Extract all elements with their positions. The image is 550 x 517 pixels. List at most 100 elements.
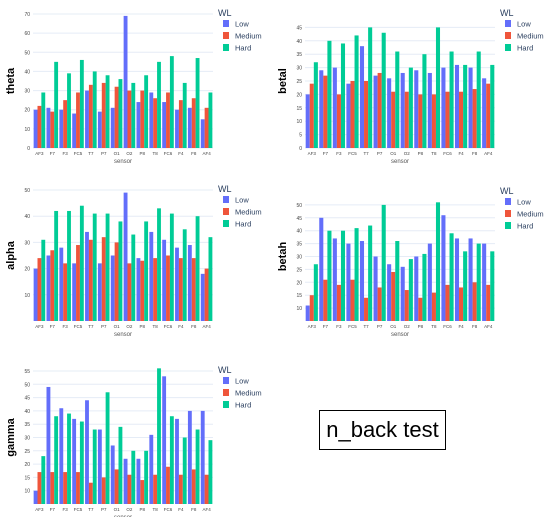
bar-low-F4 — [175, 109, 179, 148]
bar-medium-T8 — [431, 94, 436, 148]
bar-medium-O2 — [127, 90, 132, 148]
y-tick-label: 30 — [296, 66, 302, 72]
y-tick-label: 20 — [296, 92, 302, 98]
bar-medium-F4 — [178, 258, 183, 321]
bar-low-O2 — [400, 266, 405, 321]
bar-medium-O1 — [114, 242, 119, 321]
legend-title: WL — [500, 186, 514, 196]
x-tick-label: F8 — [191, 507, 197, 512]
bar-low-F3 — [59, 408, 64, 504]
bar-medium-T8 — [431, 292, 436, 321]
bar-hard-F4 — [182, 229, 187, 321]
bar-medium-AF3 — [309, 83, 314, 148]
bar-medium-T7 — [364, 297, 369, 321]
x-tick-label: T8 — [153, 507, 159, 512]
x-tick-label: F7 — [50, 324, 56, 329]
bar-medium-FC6 — [166, 255, 170, 321]
x-tick-label: F3 — [336, 151, 342, 156]
y-tick-label: 15 — [296, 293, 302, 299]
bar-hard-O2 — [131, 234, 136, 321]
bar-low-T8 — [427, 243, 432, 321]
bar-low-P7 — [97, 429, 102, 504]
bar-hard-AF4 — [208, 92, 213, 148]
bar-medium-F3 — [63, 263, 68, 321]
bar-medium-P8 — [418, 94, 423, 148]
legend-label-hard: Hard — [235, 220, 251, 229]
legend-swatch-hard — [505, 44, 511, 51]
x-tick-label: F4 — [178, 324, 184, 329]
bar-low-O2 — [400, 72, 405, 148]
bar-low-F7 — [319, 70, 324, 148]
bar-hard-T8 — [435, 27, 441, 148]
bar-low-F3 — [59, 109, 64, 148]
bar-hard-F8 — [476, 51, 481, 148]
bar-low-F4 — [175, 247, 179, 321]
y-tick-label: 55 — [24, 369, 30, 375]
y-tick-label: 60 — [24, 31, 30, 37]
legend-label-hard: Hard — [517, 222, 533, 231]
bar-hard-F4 — [463, 251, 468, 321]
bar-medium-FC6 — [166, 466, 170, 504]
bar-hard-F3 — [340, 230, 346, 321]
y-axis-title: alpha — [5, 240, 17, 270]
bar-medium-F8 — [191, 258, 196, 321]
chart-panel-theta: 0 10 20 30 40 50 60 70 AF3 F7 F3 FC5 T7 P7 O1 O2 P8 T8 FC6… — [5, 8, 262, 165]
y-tick-label: 70 — [24, 12, 30, 18]
legend-swatch-medium — [505, 32, 511, 39]
bar-low-F8 — [468, 67, 473, 148]
bar-medium-FC5 — [76, 245, 80, 321]
y-tick-label: 10 — [24, 489, 30, 495]
bar-medium-P7 — [101, 82, 106, 148]
bar-hard-F7 — [327, 230, 332, 321]
legend-swatch-low — [505, 20, 511, 27]
x-tick-label: FC5 — [348, 324, 357, 329]
bar-medium-AF4 — [486, 284, 491, 321]
x-tick-label: P8 — [140, 324, 146, 329]
chart-panel-alpha: 10 20 30 40 50 AF3 F7 F3 FC5 T7 P7 O1 O2 P8 T8 FC6 F4 F8 A… — [5, 184, 262, 338]
x-tick-label: O1 — [390, 324, 397, 329]
bar-medium-AF4 — [204, 268, 209, 321]
x-tick-label: F8 — [191, 324, 197, 329]
bar-low-O2 — [123, 192, 128, 321]
bar-low-O1 — [110, 255, 115, 321]
x-tick-label: T8 — [153, 151, 159, 156]
bar-low-P8 — [414, 70, 419, 148]
x-tick-label: AF3 — [35, 507, 44, 512]
bar-low-F8 — [187, 410, 192, 504]
legend-swatch-low — [505, 198, 511, 205]
y-tick-label: 40 — [24, 69, 30, 75]
x-tick-label: P8 — [418, 324, 424, 329]
bar-hard-F4 — [182, 437, 187, 504]
bar-hard-T7 — [92, 429, 97, 504]
x-tick-label: F7 — [50, 507, 56, 512]
bar-low-T7 — [85, 231, 89, 321]
x-tick-label: T8 — [431, 324, 437, 329]
bar-low-O1 — [110, 107, 115, 148]
bar-low-FC6 — [162, 239, 167, 321]
y-axis-title: betah — [277, 242, 289, 272]
bar-low-FC6 — [162, 376, 167, 504]
y-tick-label: 20 — [24, 108, 30, 114]
bar-low-T7 — [85, 400, 89, 504]
legend-label-hard: Hard — [235, 44, 251, 53]
bar-low-T7 — [359, 241, 365, 321]
x-tick-label: O2 — [404, 324, 411, 329]
legend-swatch-hard — [223, 44, 229, 51]
bar-hard-AF3 — [41, 92, 46, 148]
x-tick-label: AF4 — [202, 324, 211, 329]
bar-low-P8 — [136, 458, 141, 504]
bar-medium-O1 — [391, 271, 396, 321]
y-tick-label: 50 — [24, 188, 30, 194]
bar-hard-AF4 — [208, 440, 213, 504]
bar-low-P8 — [136, 258, 141, 321]
x-tick-label: P7 — [101, 507, 107, 512]
x-tick-label: P7 — [377, 324, 383, 329]
bar-low-AF3 — [33, 109, 38, 148]
bar-hard-F7 — [327, 40, 332, 148]
x-tick-label: T8 — [153, 324, 159, 329]
bar-medium-AF4 — [204, 474, 209, 504]
bar-hard-O1 — [395, 241, 400, 321]
x-tick-label: O2 — [126, 507, 133, 512]
legend-label-low: Low — [517, 198, 531, 207]
